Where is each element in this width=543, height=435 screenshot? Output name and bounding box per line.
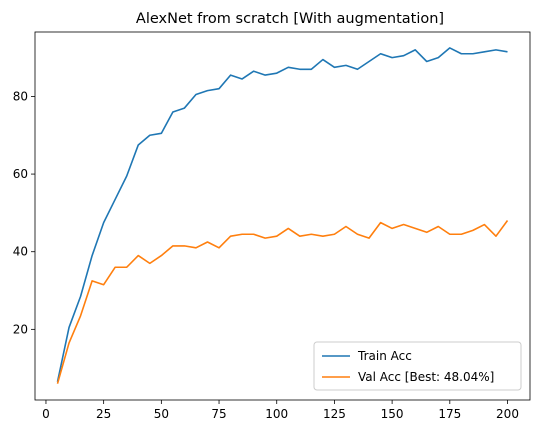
legend-label-train: Train Acc <box>357 349 412 363</box>
x-tick-label: 100 <box>265 407 288 421</box>
x-tick-label: 75 <box>211 407 226 421</box>
legend: Train Acc Val Acc [Best: 48.04%] <box>313 341 522 391</box>
x-tick-label: 200 <box>496 407 519 421</box>
chart-title: AlexNet from scratch [With augmentation] <box>136 11 444 27</box>
series-layer <box>56 47 509 384</box>
y-tick-label: 60 <box>13 167 28 181</box>
plot-area <box>34 31 531 401</box>
legend-box <box>313 341 522 391</box>
x-tick-label: 25 <box>96 407 111 421</box>
legend-label-val: Val Acc [Best: 48.04%] <box>358 370 494 384</box>
x-tick-label: 50 <box>154 407 169 421</box>
y-axis: 20 40 60 80 <box>13 89 35 336</box>
x-tick-label: 175 <box>438 407 461 421</box>
x-tick-label: 0 <box>42 407 50 421</box>
y-tick-label: 40 <box>13 245 28 259</box>
y-tick-label: 80 <box>13 89 28 103</box>
x-axis: 0 25 50 75 100 125 150 175 200 <box>42 400 519 421</box>
series-line-train-acc <box>56 47 508 382</box>
series-line-val-acc <box>56 220 509 384</box>
x-tick-label: 125 <box>323 407 346 421</box>
x-tick-label: 150 <box>381 407 404 421</box>
y-tick-label: 20 <box>13 322 28 336</box>
